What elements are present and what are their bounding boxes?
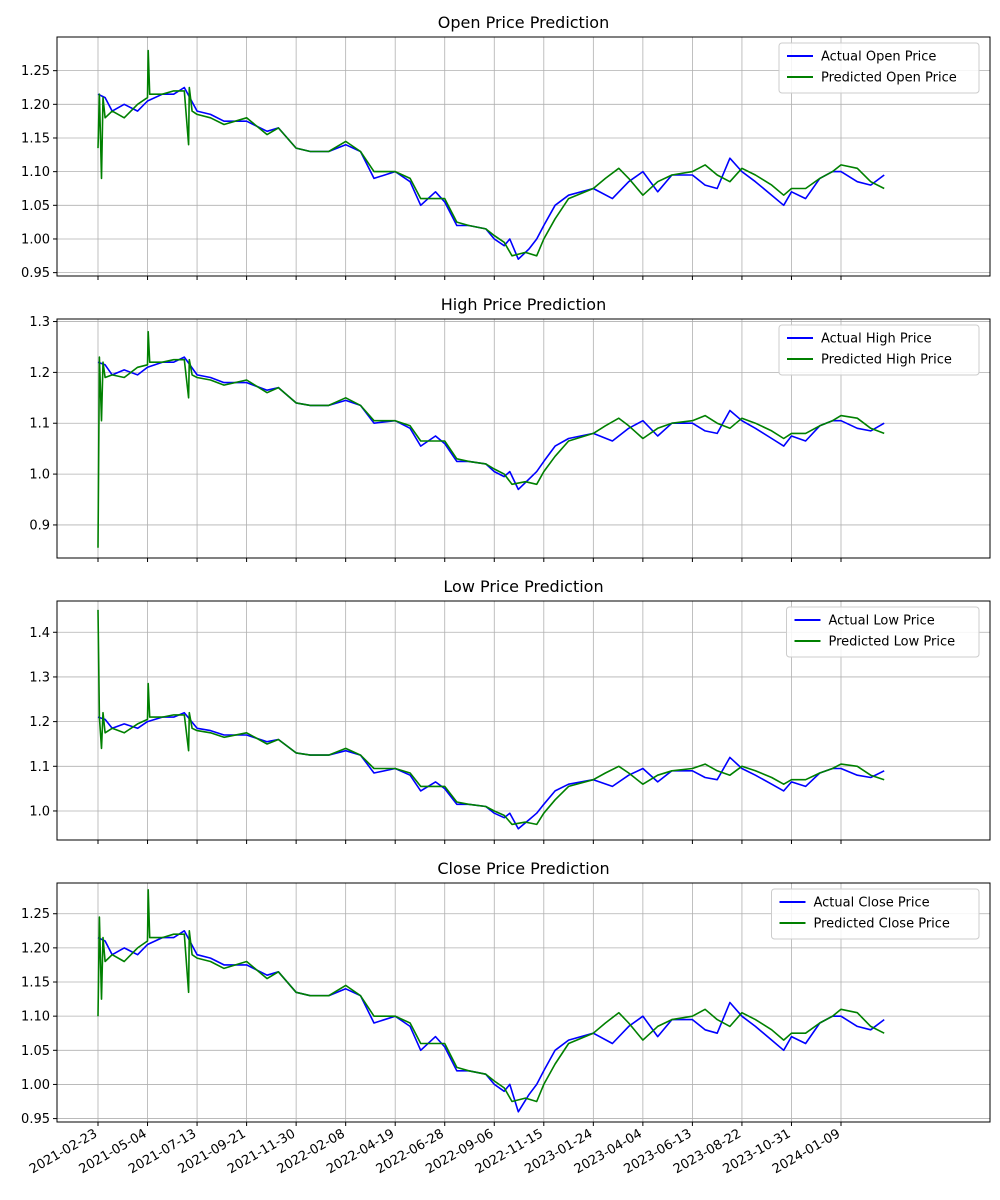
legend-entry: Actual High Price — [821, 332, 932, 347]
legend-entry: Predicted Low Price — [829, 635, 956, 650]
chart-panel-1: High Price Prediction 0.9 1.0 1.1 1.2 1.3 Actu… — [29, 295, 991, 562]
axis-frame — [56, 600, 991, 841]
legend-entry: Actual Low Price — [829, 614, 935, 629]
legend: Actual Close Price Predicted Close Price — [771, 888, 980, 940]
y-tick-label: 1.00 — [21, 1078, 50, 1093]
axis-frame — [56, 882, 991, 1123]
y-tick-label: 1.15 — [21, 976, 50, 991]
legend-entry: Actual Open Price — [821, 50, 936, 65]
y-tick-label: 1.0 — [29, 468, 50, 483]
legend-entry: Actual Close Price — [814, 896, 930, 911]
legend-box — [771, 888, 980, 940]
legend-entry: Predicted Open Price — [821, 71, 957, 86]
chart-panel-0: Open Price Prediction 0.95 1.00 1.05 1.10 1.1… — [21, 13, 991, 281]
legend-box — [786, 606, 980, 658]
y-tick-label: 1.3 — [29, 315, 50, 330]
chart-panel-3: Close Price Prediction2021-02-232021-05-… — [21, 859, 991, 1177]
y-tick-label: 1.2 — [29, 715, 50, 730]
y-tick-label: 1.15 — [21, 131, 50, 146]
series-line-predicted — [97, 609, 885, 826]
series-line-actual — [97, 356, 885, 491]
y-tick-label: 1.1 — [29, 417, 50, 432]
y-tick-label: 1.4 — [29, 626, 50, 641]
y-tick-label: 1.2 — [29, 366, 50, 381]
y-tick-label: 0.95 — [21, 1112, 50, 1127]
series-line-actual — [97, 929, 885, 1113]
y-tick-label: 1.00 — [21, 232, 50, 247]
legend-entry: Predicted Close Price — [814, 917, 950, 932]
y-tick-label: 1.25 — [21, 64, 50, 79]
y-tick-label: 1.0 — [29, 804, 50, 819]
axis-frame — [56, 318, 991, 559]
y-tick-label: 1.05 — [21, 1044, 50, 1059]
y-tick-label: 0.95 — [21, 266, 50, 281]
series-line-actual — [97, 711, 885, 830]
y-tick-label: 1.1 — [29, 760, 50, 775]
legend: Actual High Price Predicted High Price — [778, 324, 980, 376]
chart-title: Close Price Prediction — [437, 859, 609, 878]
series-line-predicted — [97, 888, 885, 1103]
y-tick-label: 1.20 — [21, 98, 50, 113]
legend: Actual Low Price Predicted Low Price — [786, 606, 980, 658]
legend: Actual Open Price Predicted Open Price — [778, 42, 980, 94]
y-tick-label: 0.9 — [29, 518, 50, 533]
chart-title: Low Price Prediction — [443, 577, 603, 596]
axis-frame — [56, 36, 991, 277]
series-line-actual — [97, 86, 885, 261]
series-line-predicted — [97, 330, 885, 548]
legend-box — [778, 324, 980, 376]
series-line-predicted — [97, 49, 885, 257]
y-tick-label: 1.20 — [21, 941, 50, 956]
y-tick-label: 1.3 — [29, 670, 50, 685]
y-tick-label: 1.25 — [21, 907, 50, 922]
chart-title: High Price Prediction — [441, 295, 606, 314]
y-tick-label: 1.05 — [21, 199, 50, 214]
legend-entry: Predicted High Price — [821, 353, 952, 368]
chart-panel-2: Low Price Prediction 1.0 1.1 1.2 1.3 1.4 Actua… — [29, 577, 991, 844]
y-tick-label: 1.10 — [21, 1010, 50, 1025]
legend-box — [778, 42, 980, 94]
chart-title: Open Price Prediction — [438, 13, 609, 32]
y-tick-label: 1.10 — [21, 165, 50, 180]
